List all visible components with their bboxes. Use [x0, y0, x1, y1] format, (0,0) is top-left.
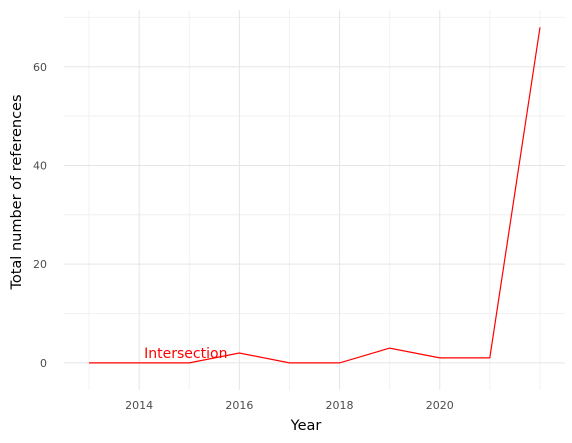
x-axis-title: Year: [290, 418, 322, 434]
x-tick-label: 2014: [125, 399, 153, 412]
y-tick-label: 0: [40, 357, 47, 370]
tick-labels: 2014 2016 2018 2020 0 20 40 60: [33, 61, 454, 412]
x-tick-label: 2018: [326, 399, 354, 412]
x-tick-label: 2016: [225, 399, 253, 412]
x-tick-label: 2020: [426, 399, 454, 412]
y-axis-title: Total number of references: [9, 94, 25, 290]
series-line-0: [89, 27, 541, 364]
y-tick-label: 60: [33, 61, 47, 74]
y-tick-label: 40: [33, 159, 47, 172]
series-lines: [89, 27, 541, 364]
y-tick-label: 20: [33, 258, 47, 271]
series-label-intersection: Intersection: [144, 346, 227, 362]
gridlines: [64, 10, 565, 390]
